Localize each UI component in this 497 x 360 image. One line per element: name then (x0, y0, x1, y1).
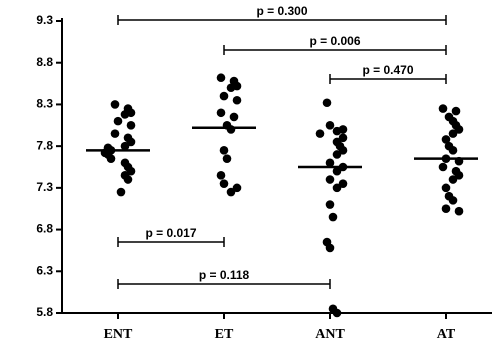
data-point (325, 120, 335, 130)
data-point (332, 183, 342, 193)
data-point (325, 200, 335, 209)
data-point (315, 129, 325, 138)
data-point (441, 204, 451, 214)
data-point (441, 183, 451, 193)
data-point (232, 183, 242, 193)
data-point (332, 126, 342, 136)
data-point (332, 166, 342, 176)
data-point (438, 162, 448, 172)
data-point (448, 129, 458, 138)
data-point (451, 106, 461, 116)
data-point (216, 108, 226, 118)
data-point (120, 141, 130, 151)
data-point (219, 146, 229, 155)
data-point (338, 146, 348, 155)
data-point (219, 91, 229, 101)
data-point (226, 83, 236, 93)
data-point (126, 137, 136, 147)
data-point (448, 146, 458, 155)
data-point (120, 110, 130, 119)
y-tick-label: 6.3 (36, 263, 53, 277)
data-point (226, 187, 236, 197)
data-point (106, 154, 116, 163)
y-tick-label: 8.3 (36, 97, 53, 111)
data-point (113, 116, 123, 126)
x-tick-label: ENT (104, 327, 133, 342)
y-tick-label: 7.8 (36, 138, 53, 152)
data-point (226, 125, 236, 134)
p-value-label: p = 0.006 (309, 34, 360, 48)
data-point (338, 179, 348, 188)
data-point (126, 120, 136, 130)
data-point (219, 179, 229, 188)
x-tick-label: AT (437, 327, 456, 342)
data-point (229, 112, 239, 122)
data-point (216, 73, 226, 83)
data-point (116, 187, 126, 197)
data-point (454, 171, 464, 180)
data-point (325, 175, 335, 184)
data-point (126, 166, 136, 176)
y-tick-label: 8.8 (36, 55, 53, 69)
y-tick-label: 7.3 (36, 180, 53, 194)
data-point (325, 243, 335, 253)
data-point (441, 135, 451, 144)
data-point (448, 196, 458, 205)
data-point (123, 175, 133, 184)
p-value-label: p = 0.470 (362, 63, 413, 77)
data-point (338, 133, 348, 143)
data-point (454, 206, 464, 216)
data-point (216, 171, 226, 180)
data-point (322, 98, 332, 108)
y-tick-label: 6.8 (36, 222, 53, 236)
data-point (110, 100, 120, 109)
data-point (325, 158, 335, 168)
y-tick-label: 9.3 (36, 13, 53, 27)
data-point (448, 175, 458, 184)
data-point (328, 212, 338, 222)
p-value-label: p = 0.017 (145, 226, 196, 240)
data-point (438, 104, 448, 113)
x-tick-label: ANT (315, 327, 345, 342)
data-point (332, 150, 342, 159)
x-tick-label: ET (215, 327, 234, 342)
p-value-label: p = 0.300 (256, 4, 307, 18)
data-point (110, 129, 120, 138)
p-value-label: p = 0.118 (199, 268, 250, 282)
data-point (232, 95, 242, 105)
data-point (332, 308, 342, 318)
data-point (222, 154, 232, 163)
y-tick-label: 5.8 (36, 305, 53, 319)
data-point (454, 125, 464, 134)
